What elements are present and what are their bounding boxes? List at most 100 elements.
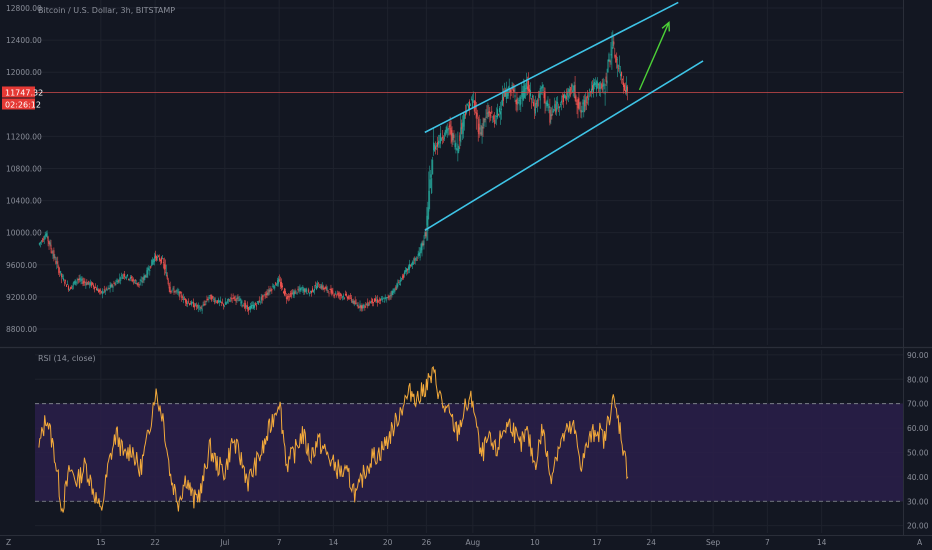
candle-body (550, 114, 552, 117)
channel-lower-line[interactable] (424, 60, 704, 231)
candle-body (83, 280, 85, 283)
candle-body (211, 296, 213, 301)
candle-body (435, 146, 437, 150)
channel-upper-line[interactable] (424, 1, 679, 134)
price-tick-label: 12000.00 (6, 68, 42, 77)
candle-body (602, 84, 604, 88)
candle-body (404, 271, 406, 275)
candle-body (289, 292, 291, 295)
candle-body (445, 126, 447, 133)
candle-body (199, 309, 201, 311)
candle-body (215, 300, 217, 302)
candle-body (527, 86, 529, 90)
candle-body (462, 122, 464, 134)
candle-body (226, 301, 228, 303)
price-chart-title: Bitcoin / U.S. Dollar, 3h, BITSTAMP (38, 6, 175, 15)
settings-a-icon[interactable]: A (917, 538, 923, 547)
candle-body (351, 301, 353, 302)
candle-body (609, 60, 611, 63)
candle-body (56, 262, 58, 264)
candle-body (263, 294, 265, 296)
candle-body (166, 275, 168, 279)
candle-body (384, 297, 386, 299)
candle-body (328, 292, 330, 294)
rsi-pane[interactable]: RSI (14, close) (35, 354, 903, 513)
candle-body (401, 277, 403, 280)
candle-body (441, 136, 443, 139)
candle-body (251, 305, 253, 306)
candle-body (301, 287, 303, 289)
candle-body (69, 287, 71, 290)
candle-body (162, 262, 164, 264)
candle-body (518, 99, 520, 102)
candle-body (614, 55, 616, 57)
candle-body (472, 101, 474, 103)
candle-body (566, 91, 568, 96)
candle-body (528, 80, 530, 92)
candle-body (437, 142, 439, 147)
candle-body (240, 301, 242, 304)
candle-body (231, 298, 233, 300)
price-axis[interactable]: 12800.00 12400.00 12000.00 11200.00 10800.00… (6, 4, 42, 334)
candle-body (181, 294, 183, 299)
candle-body (482, 127, 484, 129)
candle-body (536, 99, 538, 107)
candle-body (147, 267, 149, 275)
candle-body (576, 103, 578, 105)
candle-body (375, 298, 377, 301)
candle-body (339, 294, 341, 296)
candle-body (392, 291, 394, 295)
price-tick-label: 12800.00 (6, 4, 42, 13)
time-axis[interactable]: 15 22 Jul 7 14 20 26 Aug 10 17 24 Sep 7 14 (96, 538, 827, 547)
candle-body (270, 289, 272, 291)
candle-body (273, 287, 275, 289)
candle-body (187, 302, 189, 304)
candle-body (151, 259, 153, 267)
candle-body (585, 97, 587, 103)
candle-body (530, 90, 532, 97)
candle-body (488, 111, 490, 114)
candle-body (382, 298, 384, 300)
candle-body (175, 290, 177, 292)
candle-body (195, 305, 197, 307)
candle-body (61, 273, 63, 278)
candle-body (620, 73, 622, 76)
candle-body (239, 298, 241, 301)
candle-body (519, 96, 521, 106)
candle-body (216, 301, 218, 303)
candle-body (87, 283, 89, 285)
candle-body (425, 232, 427, 237)
candle-body (85, 283, 87, 285)
candle-body (491, 110, 493, 114)
settings-z-icon[interactable]: Z (6, 538, 11, 547)
candle-body (238, 300, 240, 302)
candle-body (158, 257, 160, 261)
rsi-axis[interactable]: 90.00 80.00 70.00 60.00 50.00 40.00 30.00 20.00 (907, 351, 929, 531)
candle-body (67, 285, 69, 290)
candle-body (237, 297, 239, 299)
candle-body (89, 283, 91, 286)
candle-body (228, 299, 230, 300)
candle-body (158, 255, 160, 257)
candle-body (288, 295, 290, 298)
last-price-badge: 11747.32 02:26:12 (2, 86, 43, 110)
candle-body (612, 41, 614, 47)
candle-body (371, 300, 373, 303)
up-arrow-icon[interactable] (638, 20, 670, 91)
candle-body (499, 107, 501, 113)
candle-body (172, 287, 174, 289)
candle-body (494, 119, 496, 125)
candle-body (95, 287, 97, 288)
time-tick-label: Aug (466, 538, 481, 547)
candle-body (559, 106, 561, 109)
candle-body (599, 82, 601, 90)
candle-body (544, 91, 546, 104)
time-tick-label: 7 (277, 538, 282, 547)
candle-body (543, 91, 545, 99)
price-pane[interactable]: Bitcoin / U.S. Dollar, 3h, BITSTAMP (35, 1, 903, 315)
candle-body (75, 281, 77, 284)
candle-body (153, 258, 155, 263)
rsi-line (38, 365, 629, 513)
candle-body (592, 83, 594, 93)
